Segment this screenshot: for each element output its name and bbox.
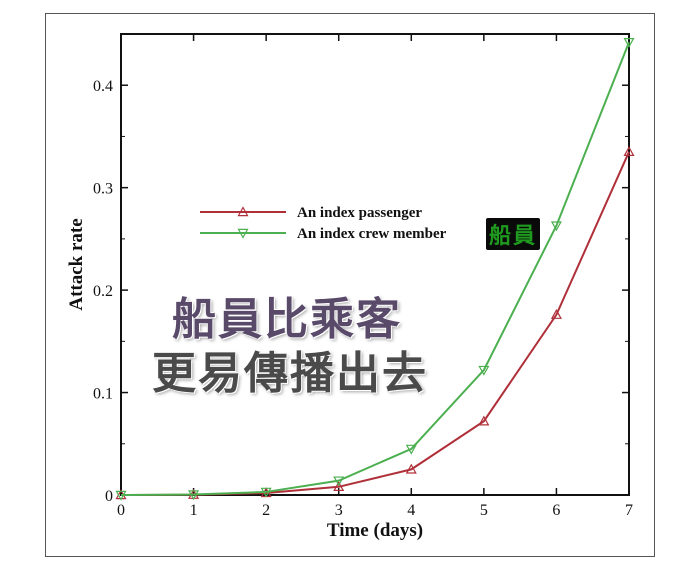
y-tick-label: 0.4 [93, 78, 113, 95]
x-tick-label: 1 [190, 502, 198, 519]
x-axis-title: Time (days) [327, 520, 423, 541]
overlay-caption-line2: 更易傳播出去 [152, 348, 428, 399]
x-tick-label: 5 [480, 502, 488, 519]
data-point [405, 463, 417, 474]
data-point [478, 415, 490, 426]
x-tick-label: 3 [335, 502, 343, 519]
overlay-caption-line1: 船員比乘客 [172, 294, 402, 345]
legend: An index passenger An index crew member [200, 205, 447, 242]
legend-entry-2: An index crew member [200, 226, 447, 242]
data-point [623, 37, 635, 48]
y-axis-title: Attack rate [66, 218, 87, 310]
legend-marker [237, 228, 249, 239]
x-tick-label: 6 [552, 502, 560, 519]
series-2 [115, 37, 635, 501]
y-tick-label: 0.2 [93, 283, 113, 300]
x-tick-label: 7 [625, 502, 633, 519]
x-tick-label: 4 [407, 502, 415, 519]
series-line [120, 41, 630, 496]
data-point [260, 487, 272, 498]
data-point [550, 308, 562, 319]
data-point [115, 490, 127, 501]
x-tick-label: 0 [117, 502, 125, 519]
x-tick-label: 2 [262, 502, 270, 519]
legend-marker [237, 206, 249, 217]
crew-badge: 船員 [486, 218, 541, 250]
series-layer [115, 37, 635, 501]
y-tick-label: 0.1 [93, 386, 113, 403]
data-point [333, 481, 345, 492]
data-point [188, 490, 200, 501]
data-point [478, 365, 490, 376]
data-point [405, 444, 417, 455]
data-point [623, 146, 635, 157]
axis-ticks: 0 1 2 3 4 5 6 7 0 0.1 0.2 0.3 0.4 [93, 34, 633, 519]
figure-frame [45, 13, 655, 557]
data-point [550, 221, 562, 232]
legend-label: An index passenger [297, 205, 422, 221]
legend-label: An index crew member [297, 226, 447, 242]
plot-axes [120, 33, 630, 496]
y-tick-label: 0 [105, 488, 113, 505]
plot-border [120, 33, 630, 496]
legend-entry-1: An index passenger [200, 205, 422, 221]
y-tick-label: 0.3 [93, 181, 113, 198]
data-point [333, 476, 345, 487]
